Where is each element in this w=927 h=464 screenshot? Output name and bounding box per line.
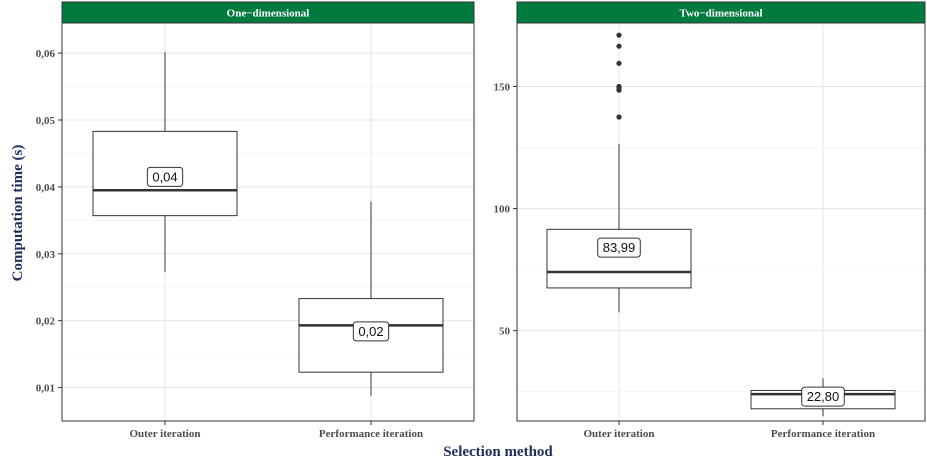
mean-label: 0,04 <box>146 166 184 187</box>
outlier-point <box>616 43 622 49</box>
y-axis-title: Computation time (s) <box>10 145 26 282</box>
facet-strip-title: One−dimensional <box>227 8 310 20</box>
y-tick-label: 100 <box>494 204 511 216</box>
facet-strip <box>516 1 926 24</box>
y-tick-label: 150 <box>494 81 511 93</box>
mean-label: 22,80 <box>801 386 845 407</box>
outlier-point <box>616 114 622 120</box>
x-tick-label: Performance iteration <box>319 428 423 440</box>
y-tick-label: 0,01 <box>36 383 55 395</box>
y-tick-label: 0,06 <box>36 48 56 60</box>
y-tick-label: 0,05 <box>36 115 56 127</box>
facet-strip <box>61 1 475 24</box>
y-tick-label: 50 <box>499 326 511 338</box>
x-tick-label: Outer iteration <box>584 428 655 440</box>
mean-label-text: 0,02 <box>358 324 383 339</box>
mean-label: 0,02 <box>352 321 390 342</box>
facet-strip-title: Two−dimensional <box>679 8 762 20</box>
box-1: 83,99 <box>546 32 692 313</box>
outlier-point <box>616 32 622 38</box>
x-tick-label: Outer iteration <box>130 428 201 440</box>
mean-label-text: 0,04 <box>152 169 177 184</box>
box-2: 0,02 <box>298 201 444 396</box>
y-tick-label: 0,03 <box>36 249 56 261</box>
x-tick-label: Performance iteration <box>771 428 875 440</box>
box-2: 22,80 <box>750 378 896 417</box>
panel-2: 50 100 150 Outer iteration Performance itera… <box>494 1 926 440</box>
y-tick-label: 0,04 <box>36 182 56 194</box>
mean-label-box <box>801 386 845 407</box>
mean-label-text: 22,80 <box>807 389 840 404</box>
mean-label-box <box>146 166 184 187</box>
outlier-point <box>616 60 622 66</box>
panel-background <box>517 23 925 421</box>
x-axis-title: Selection method <box>443 444 553 460</box>
panel-1: 0,01 0,02 0,03 0,04 0,05 0,06 Outer iteration P… <box>36 1 475 440</box>
mean-label-box <box>352 321 390 342</box>
mean-label-box <box>597 237 641 258</box>
outlier-point <box>616 83 622 90</box>
mean-label: 83,99 <box>597 237 641 258</box>
y-tick-label: 0,02 <box>36 316 56 328</box>
box-1: 0,04 <box>92 52 238 272</box>
mean-label-text: 83,99 <box>603 240 636 255</box>
